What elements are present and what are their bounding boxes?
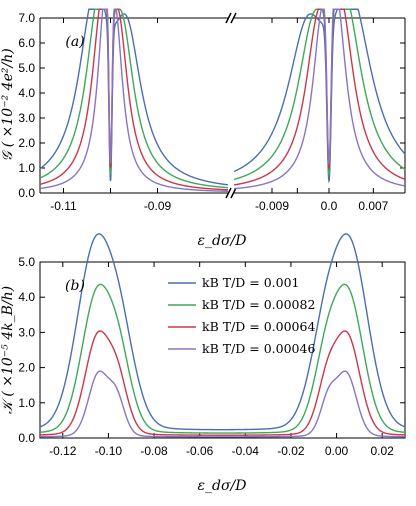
legend-label-3: kB T/D = 0.00046 bbox=[202, 341, 315, 356]
y-tick-label: 5.0 bbox=[18, 255, 35, 269]
series-line-a-2-seg-0 bbox=[39, 8, 229, 191]
series-line-a-3-seg-0 bbox=[39, 8, 229, 192]
legend-label-1: kB T/D = 0.00082 bbox=[202, 297, 315, 312]
panel-b-thermal-conductance: 0.0 1.0 2.0 3.0 4.0 5.0 -0.12 -0.10 -0.08 -0.06 -0… bbox=[0, 233, 406, 494]
plot-frame-b bbox=[39, 261, 406, 439]
series-line-a-1-seg-1 bbox=[233, 8, 406, 181]
axis-break-mark bbox=[230, 187, 237, 199]
axis-break-mark bbox=[225, 12, 232, 24]
y-tick-label: 1.0 bbox=[18, 396, 35, 410]
x-tick-label: -0.06 bbox=[186, 444, 214, 458]
y-tick-label: 5.0 bbox=[18, 61, 35, 75]
y-tick-label: 0.0 bbox=[18, 431, 35, 445]
series-line-b-3 bbox=[40, 370, 405, 438]
x-tick-label: 0.007 bbox=[358, 199, 388, 213]
x-tick-label: -0.11 bbox=[50, 199, 77, 213]
series-line-a-1-seg-0 bbox=[39, 8, 229, 189]
y-tick-label: 3.0 bbox=[18, 325, 35, 339]
y-tick-label: 3.0 bbox=[18, 111, 35, 125]
y-tick-label: 2.0 bbox=[18, 361, 35, 375]
axis-break-mark bbox=[225, 187, 232, 199]
series-line-b-1 bbox=[39, 283, 406, 434]
y-tick-label: 0.0 bbox=[18, 186, 35, 200]
y-axis-label-a: 𝒢 ( ×10⁻² 4e²/h) bbox=[0, 48, 16, 161]
series-line-a-0-seg-1 bbox=[233, 8, 406, 184]
panel-label-b: (b) bbox=[65, 278, 85, 294]
x-tick-label: -0.009 bbox=[255, 199, 289, 213]
x-tick-label: -0.09 bbox=[144, 199, 172, 213]
series-line-a-3-seg-1 bbox=[233, 8, 406, 190]
x-axis-label-a: ε_dσ/D bbox=[198, 233, 247, 249]
panel-label-a: (a) bbox=[65, 34, 84, 50]
y-axis-label-b: 𝒦 ( ×10⁻⁵ 4k_B/h) bbox=[0, 286, 16, 414]
x-tick-label: -0.08 bbox=[140, 444, 168, 458]
x-tick-label: -0.04 bbox=[232, 444, 260, 458]
x-tick-label: 0.0 bbox=[321, 199, 338, 213]
legend-label-2: kB T/D = 0.00064 bbox=[202, 319, 315, 334]
series-line-b-2 bbox=[39, 330, 406, 436]
x-tick-label: 0.00 bbox=[325, 444, 349, 458]
axis-break-mark bbox=[230, 12, 237, 24]
series-line-a-0-seg-0 bbox=[39, 8, 229, 186]
legend: kB T/D = 0.001 kB T/D = 0.00082 kB T/D = 0… bbox=[168, 275, 315, 356]
x-tick-label: -0.12 bbox=[49, 444, 77, 458]
x-tick-label: 0.02 bbox=[371, 444, 395, 458]
x-axis-label-b: ε_dσ/D bbox=[198, 478, 247, 494]
y-tick-label: 2.0 bbox=[18, 136, 35, 150]
y-tick-label: 6.0 bbox=[18, 36, 35, 50]
y-tick-label: 4.0 bbox=[18, 86, 35, 100]
y-tick-label: 1.0 bbox=[18, 161, 35, 175]
series-line-a-2-seg-1 bbox=[233, 8, 406, 186]
x-tick-label: -0.10 bbox=[95, 444, 123, 458]
y-tick-label: 7.0 bbox=[18, 11, 35, 25]
y-tick-label: 4.0 bbox=[18, 290, 35, 304]
x-tick-label: -0.02 bbox=[277, 444, 305, 458]
legend-label-0: kB T/D = 0.001 bbox=[202, 275, 300, 290]
series-line-b-0 bbox=[39, 233, 406, 431]
panel-a-conductance: 0.0 1.0 2.0 3.0 4.0 5.0 6.0 7.0 -0.11 -0.09 -0.009… bbox=[0, 8, 406, 249]
